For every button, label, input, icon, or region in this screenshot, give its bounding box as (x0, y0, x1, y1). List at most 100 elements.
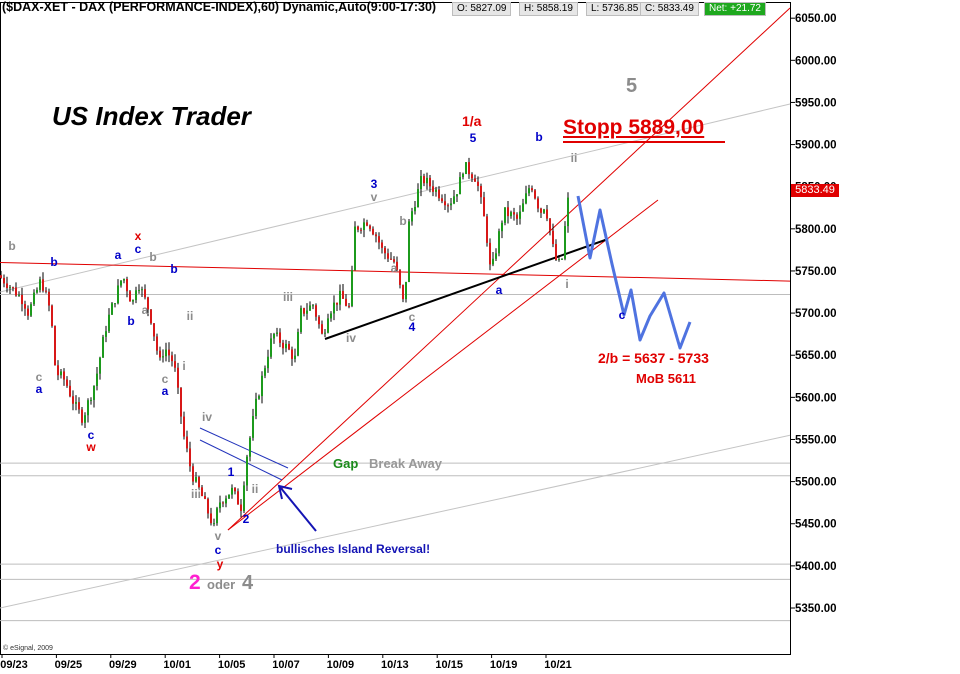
wave-label: ii (252, 482, 259, 496)
close-value: C: 5833.49 (640, 2, 699, 16)
wave-label: b (149, 250, 156, 264)
wave-label: c (619, 308, 626, 322)
oder-label: oder (207, 577, 236, 592)
candle-up (294, 355, 296, 359)
candle-up (255, 398, 257, 417)
candle-down (357, 226, 359, 230)
wave-label: iv (202, 410, 212, 424)
wave-label: b (8, 239, 15, 253)
high-value: H: 5858.19 (519, 2, 578, 16)
candle-up (36, 289, 38, 293)
wave-label: ii (571, 151, 578, 165)
candle-down (534, 190, 536, 199)
candle-up (105, 331, 107, 337)
reversal-arrow-head (277, 484, 293, 500)
wave-label: x (135, 229, 142, 243)
candle-up (33, 292, 35, 305)
wave-label: i (565, 277, 568, 291)
y-tick-label: 6000.00 (795, 55, 837, 67)
candle-up (141, 289, 143, 291)
candle-up (417, 189, 419, 208)
candle-up (405, 281, 407, 300)
wave-label: a (36, 382, 43, 396)
candle-up (525, 193, 527, 204)
chart-title: ($DAX-XET - DAX (PERFORMANCE-INDEX),60) … (2, 0, 437, 14)
candle-up (528, 188, 530, 194)
y-tick-label: 6050.00 (795, 13, 837, 25)
candle-down (537, 198, 539, 209)
candle-up (567, 197, 569, 227)
candle-up (420, 176, 422, 190)
candle-down (402, 284, 404, 300)
lower-channel-line (0, 434, 791, 609)
candle-down (237, 491, 239, 505)
candle-down (153, 323, 155, 337)
candle-down (390, 258, 392, 260)
candle-down (321, 324, 323, 334)
wave-label: b (170, 262, 177, 276)
candle-up (333, 302, 335, 314)
candle-up (108, 314, 110, 332)
y-tick-label: 5700.00 (795, 308, 837, 320)
neckline-red (0, 262, 791, 282)
candle-up (213, 523, 215, 525)
candle-up (114, 303, 116, 305)
candle-up (495, 253, 497, 259)
wave-label: iii (283, 290, 293, 304)
wave-label: b (399, 214, 406, 228)
wave-label: c (36, 370, 43, 384)
gap-label: Gap (333, 456, 359, 471)
candle-up (453, 196, 455, 204)
wave-label: c (135, 242, 142, 256)
candle-up (252, 416, 254, 438)
candle-down (48, 291, 50, 306)
candle-down (177, 367, 179, 388)
x-tick-label: 10/19 (490, 659, 518, 671)
candle-up (285, 343, 287, 349)
candle-up (39, 279, 41, 290)
candle-down (12, 287, 14, 289)
candle-down (198, 477, 200, 488)
candle-down (240, 504, 242, 511)
candle-up (327, 318, 329, 333)
candle-up (324, 332, 326, 334)
reversal-arrow-shaft (279, 486, 317, 532)
brand-watermark: US Index Trader (52, 101, 251, 131)
candle-up (93, 385, 95, 400)
candle-up (510, 212, 512, 217)
candle-down (210, 513, 212, 524)
candle-up (435, 189, 437, 192)
candle-down (51, 305, 53, 327)
candle-up (9, 287, 11, 289)
wave-label: ii (187, 309, 194, 323)
wave-label: 3 (371, 177, 378, 191)
candle-up (492, 258, 494, 265)
candle-up (195, 477, 197, 482)
candle-up (450, 203, 452, 206)
candle-down (81, 409, 83, 423)
x-tick-label: 10/21 (544, 659, 572, 671)
candle-up (75, 402, 77, 404)
candle-down (192, 466, 194, 482)
candle-up (306, 310, 308, 314)
island-channel-top (199, 427, 289, 469)
candle-down (477, 181, 479, 186)
open-value: O: 5827.09 (452, 2, 512, 16)
candle-down (42, 279, 44, 291)
candle-up (84, 415, 86, 423)
wave-label: b (50, 255, 57, 269)
candle-up (459, 177, 461, 195)
wave-label: w (85, 440, 96, 454)
candle-up (330, 313, 332, 319)
wave-label: b (535, 130, 542, 144)
candle-down (3, 277, 5, 284)
candle-up (138, 289, 140, 291)
candle-down (384, 247, 386, 254)
x-tick-label: 09/23 (0, 659, 28, 671)
y-tick-label: 5800.00 (795, 224, 837, 236)
candle-down (234, 487, 236, 492)
candle-down (24, 304, 26, 309)
candle-down (423, 176, 425, 184)
candle-up (225, 498, 227, 504)
candle-down (45, 290, 47, 292)
